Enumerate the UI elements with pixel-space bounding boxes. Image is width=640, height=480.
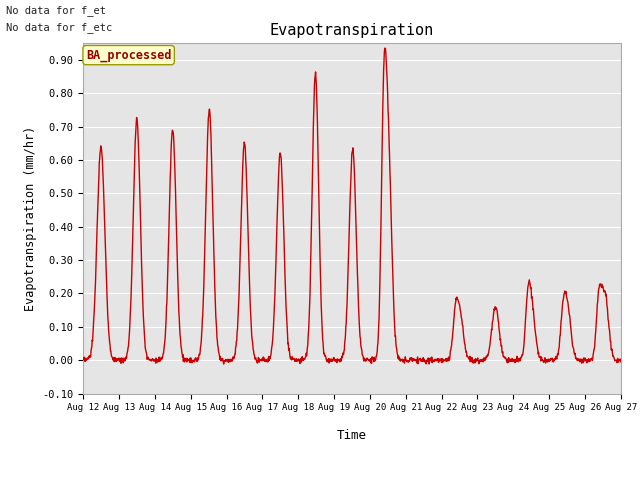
Text: BA_processed: BA_processed xyxy=(86,48,172,62)
X-axis label: Time: Time xyxy=(337,429,367,442)
Text: No data for f_et: No data for f_et xyxy=(6,5,106,16)
Title: Evapotranspiration: Evapotranspiration xyxy=(270,23,434,38)
Text: No data for f_etc: No data for f_etc xyxy=(6,22,113,33)
Y-axis label: Evapotranspiration (mm/hr): Evapotranspiration (mm/hr) xyxy=(24,126,36,311)
